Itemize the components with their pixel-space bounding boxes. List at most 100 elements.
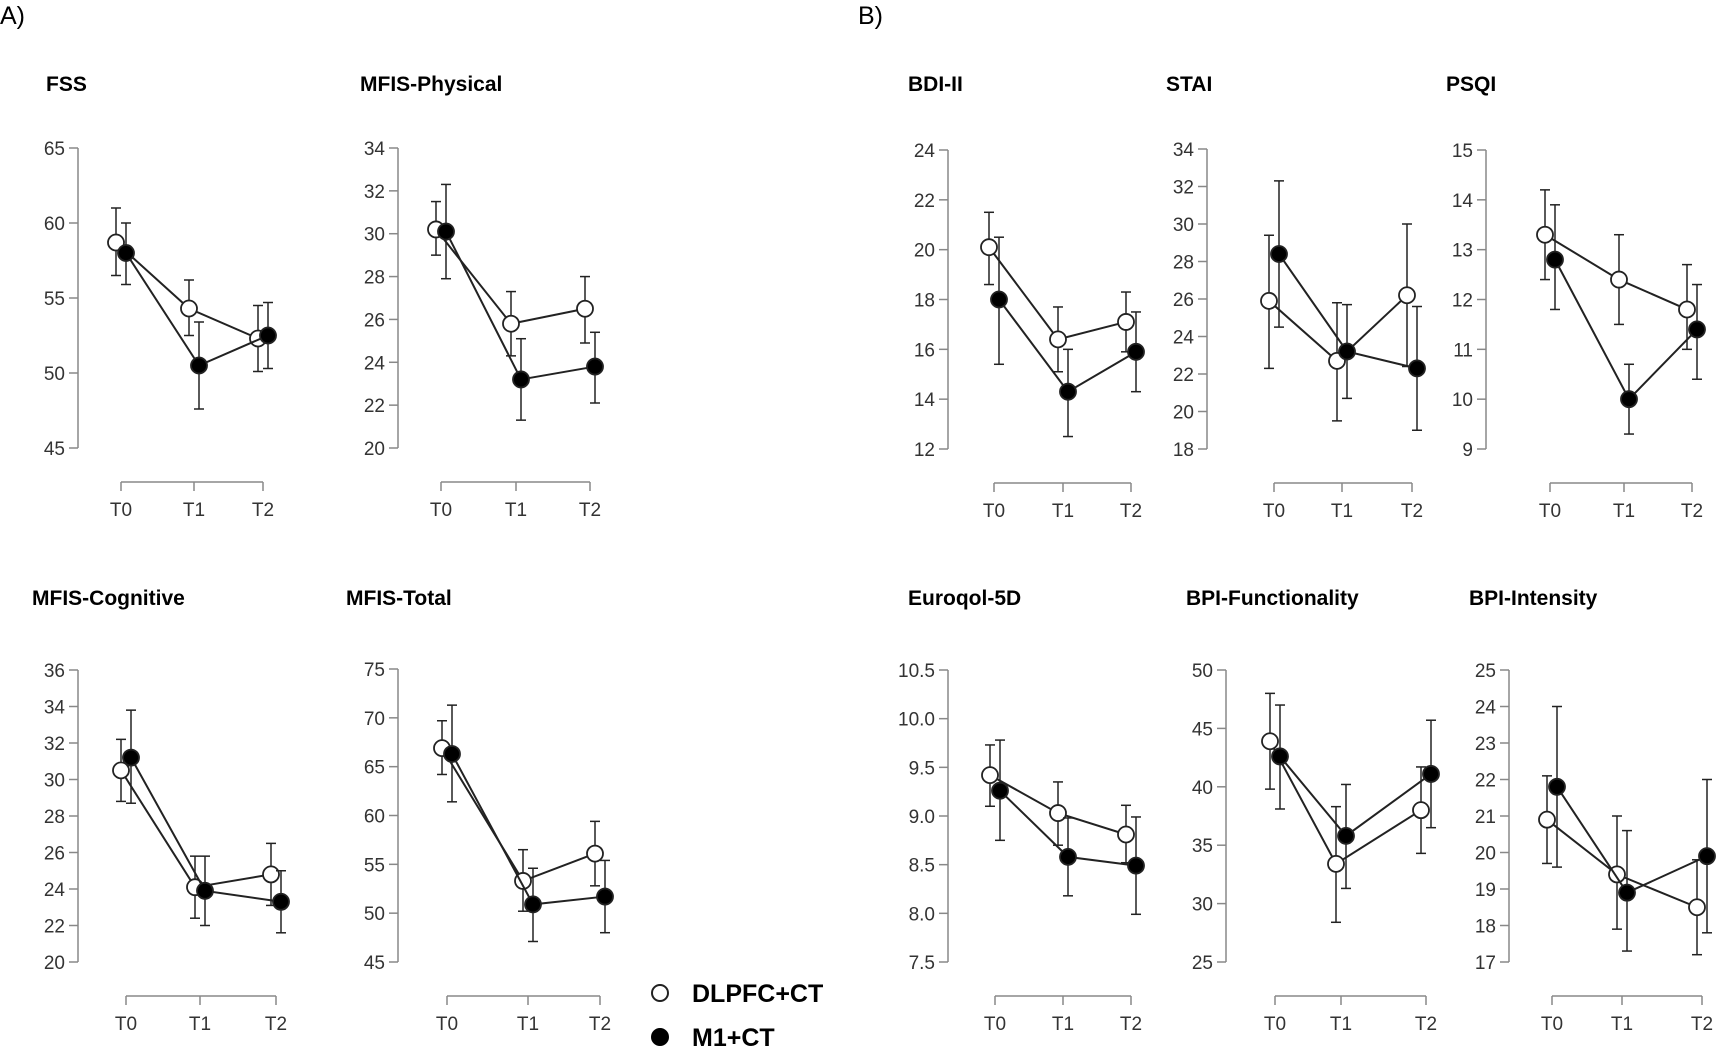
data-point: [576, 299, 594, 318]
y-tick-label: 9.0: [909, 807, 935, 828]
data-point: [1271, 747, 1289, 766]
y-tick-label: 75: [364, 660, 385, 681]
y-tick-label: 50: [44, 364, 65, 385]
data-point: [1688, 320, 1706, 339]
y-tick-label: 24: [44, 880, 66, 901]
panel-title-mfis-cognitive: MFIS-Cognitive: [32, 587, 185, 610]
data-point: [596, 887, 614, 906]
x-tick-label: T2: [1691, 1014, 1713, 1035]
data-point: [1049, 804, 1067, 822]
x-tick-label: T1: [1330, 1014, 1352, 1035]
y-tick-label: 45: [44, 439, 65, 460]
data-point: [272, 892, 290, 911]
y-tick-label: 65: [364, 758, 385, 779]
data-point: [1678, 300, 1696, 319]
x-tick-label: T1: [505, 500, 527, 521]
y-tick-label: 12: [914, 440, 935, 461]
y-tick-label: 24: [1173, 328, 1195, 349]
x-tick-label: T2: [265, 1014, 287, 1035]
x-tick-label: T1: [1052, 501, 1074, 522]
panel-title-mfis-total: MFIS-Total: [346, 587, 452, 610]
panel-bdi-ii: BDI-II 12 14 16 18 20 22 24 T0 T1 T2: [908, 73, 1145, 522]
legend-item-m1: M1+CT: [651, 1024, 775, 1052]
data-point: [122, 748, 140, 767]
y-tick-label: 12: [1452, 291, 1473, 312]
data-point: [1620, 390, 1638, 409]
y-tick-label: 55: [44, 289, 65, 310]
x-tick-label: T2: [1120, 501, 1142, 522]
data-point: [1337, 826, 1355, 845]
panel-mfis-total: MFIS-Total 45 50 55 60 65 70 75 T0 T1 T2: [346, 587, 614, 1035]
y-tick-label: 28: [364, 268, 385, 289]
data-point: [180, 299, 198, 318]
y-tick-label: 18: [1173, 440, 1194, 461]
x-tick-label: T0: [110, 500, 132, 521]
y-tick-label: 14: [1452, 191, 1474, 212]
data-point: [586, 844, 604, 863]
data-point: [586, 357, 604, 376]
series-m1-ct: [443, 704, 614, 943]
legend-label-dlpfc: DLPFC+CT: [692, 980, 823, 1008]
panel-title-fss: FSS: [46, 73, 87, 96]
y-tick-label: 60: [364, 807, 385, 828]
y-tick-label: 15: [1452, 141, 1473, 162]
y-tick-label: 10: [1452, 390, 1473, 411]
series-dlpfc-ct: [107, 207, 267, 373]
data-point: [1270, 245, 1288, 263]
x-tick-label: T0: [1264, 1014, 1286, 1035]
data-point: [1698, 847, 1716, 866]
data-point: [1412, 801, 1430, 820]
panel-psqi: PSQI 9 10 11 12 13 14 15 T0 T1 T2: [1446, 73, 1706, 522]
y-tick-label: 25: [1475, 661, 1496, 682]
series-line: [1279, 755, 1432, 838]
data-point: [1548, 777, 1566, 796]
x-tick-label: T0: [430, 500, 452, 521]
data-point: [981, 766, 999, 785]
y-tick-label: 34: [1173, 140, 1195, 161]
y-tick-label: 26: [44, 844, 65, 865]
y-tick-label: 21: [1475, 807, 1496, 828]
y-tick-label: 7.5: [909, 953, 935, 974]
panel-mfis-physical: MFIS-Physical 20 22 24 26 28 30 32 34 T0 T1 T2: [360, 73, 604, 521]
data-point: [262, 865, 280, 884]
y-tick-label: 10.0: [898, 710, 935, 731]
panel-bpi-functionality: BPI-Functionality 25 30 35 40 45 50 T0 T1 T2: [1186, 587, 1440, 1035]
x-tick-label: T2: [1401, 501, 1423, 522]
y-tick-label: 32: [1173, 178, 1194, 199]
y-tick-label: 70: [364, 709, 385, 730]
series-line: [130, 757, 282, 903]
series-dlpfc-ct: [427, 200, 594, 357]
y-tick-label: 10.5: [898, 661, 935, 682]
data-point: [1536, 225, 1554, 244]
x-tick-label: T0: [1541, 1014, 1563, 1035]
legend-label-m1: M1+CT: [692, 1024, 775, 1052]
y-tick-label: 9: [1462, 440, 1473, 461]
series-dlpfc-ct: [1538, 775, 1706, 956]
panel-mfis-cognitive: MFIS-Cognitive 20 22 24 26 28 30 32 34 36 T0 T1 T2: [32, 587, 290, 1035]
y-tick-label: 24: [914, 141, 936, 162]
legend-item-dlpfc: DLPFC+CT: [651, 980, 823, 1008]
y-tick-label: 30: [1173, 215, 1194, 236]
y-tick-label: 24: [1475, 698, 1497, 719]
data-point: [443, 745, 461, 763]
data-point: [524, 895, 542, 914]
y-tick-label: 20: [1173, 403, 1194, 424]
x-tick-label: T1: [1052, 1014, 1074, 1035]
panel-title-euroqol-5d: Euroqol-5D: [908, 587, 1021, 610]
x-tick-label: T2: [252, 500, 274, 521]
series-dlpfc-ct: [433, 720, 604, 912]
series-m1-ct: [122, 709, 290, 934]
series-line: [1268, 294, 1408, 363]
y-tick-label: 26: [1173, 290, 1194, 311]
series-dlpfc-ct: [1260, 223, 1416, 422]
series-m1-ct: [1546, 204, 1706, 435]
data-point: [1688, 898, 1706, 917]
data-point: [117, 244, 135, 262]
x-tick-label: T2: [579, 500, 601, 521]
legend: DLPFC+CT M1+CT: [651, 980, 823, 1052]
y-tick-label: 19: [1475, 880, 1496, 901]
data-point: [1260, 291, 1278, 310]
data-point: [196, 881, 214, 900]
data-point: [502, 314, 520, 333]
panel-title-bpi-functionality: BPI-Functionality: [1186, 587, 1359, 610]
